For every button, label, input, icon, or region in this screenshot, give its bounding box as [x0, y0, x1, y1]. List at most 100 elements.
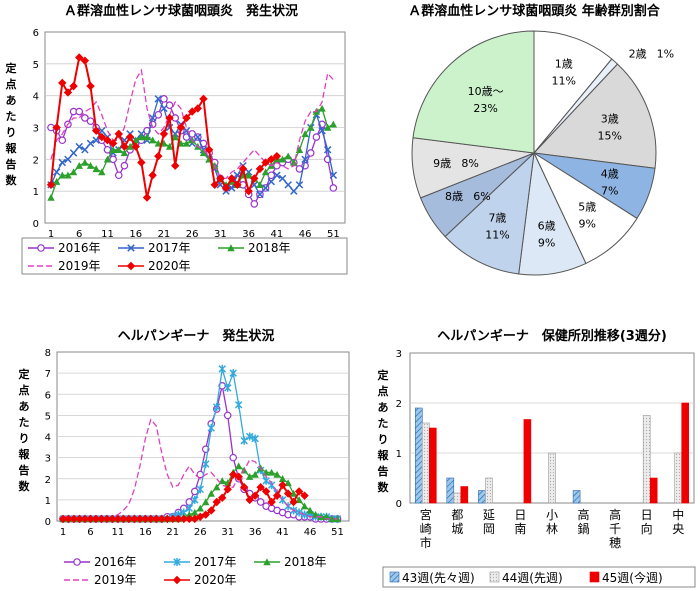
y-tick-label: 5: [45, 411, 51, 422]
x-tick-label: 36: [249, 527, 262, 538]
pie-label: 8歳: [445, 190, 463, 203]
bar: [478, 490, 486, 504]
x-tick-label: 31: [221, 527, 234, 538]
x-tick-label: 46: [304, 527, 317, 538]
data-point: [234, 462, 243, 470]
y-tick-label: 0: [396, 499, 402, 510]
legend-marker: [173, 558, 181, 566]
data-point: [278, 174, 287, 183]
data-point: [256, 190, 264, 199]
bar: [414, 407, 423, 504]
data-point: [196, 504, 204, 512]
legend-label: 2018年: [284, 555, 327, 569]
data-point: [244, 186, 253, 196]
x-category-char: 向: [641, 521, 653, 536]
y-tick-label: 2: [45, 475, 51, 486]
data-point: [114, 129, 123, 139]
x-tick-label: 31: [214, 229, 227, 240]
x-tick-label: 6: [87, 527, 93, 538]
data-point: [256, 483, 265, 492]
data-point: [75, 142, 83, 151]
data-point: [273, 470, 281, 478]
legend-marker: [127, 244, 135, 252]
bar-legend: [382, 566, 696, 588]
data-point: [103, 155, 112, 163]
data-point: [81, 114, 89, 122]
gas-ylabel-char: 定: [6, 61, 17, 75]
data-point: [272, 151, 282, 161]
data-point: [256, 498, 265, 506]
data-point: [52, 168, 61, 176]
data-point: [273, 171, 281, 179]
x-category-char: 市: [420, 535, 432, 550]
legend-marker: [172, 575, 182, 585]
data-point: [210, 180, 219, 189]
data-point: [137, 158, 146, 167]
x-tick-label: 11: [101, 229, 114, 240]
legend-item: 44週(先週): [489, 571, 563, 585]
data-point: [311, 510, 320, 518]
data-point: [318, 104, 326, 112]
legend-item: 2018年: [218, 241, 291, 255]
pie-value: 1%: [657, 47, 674, 60]
herp-ylabel-char: 数: [19, 479, 31, 493]
data-point: [98, 126, 106, 135]
pie-value: 8%: [461, 157, 478, 170]
data-point: [80, 56, 90, 65]
legend-marker: [126, 261, 136, 271]
x-category-char: 都: [451, 508, 463, 522]
y-tick-label: 2: [33, 155, 39, 166]
data-point: [223, 383, 232, 392]
x-tick-label: 51: [327, 229, 340, 240]
data-point: [223, 485, 232, 494]
data-point: [250, 491, 260, 500]
legend-label: 2019年: [58, 259, 101, 273]
y-tick-label: 4: [45, 433, 51, 444]
data-point: [295, 496, 303, 504]
bar: [674, 452, 683, 504]
data-point: [148, 171, 157, 180]
data-point: [152, 514, 161, 524]
legend-marker: [37, 244, 45, 252]
data-point: [143, 133, 151, 141]
data-point: [278, 480, 287, 490]
pie-value: 23%: [473, 102, 497, 115]
data-point: [114, 171, 123, 180]
legend-item: 2019年: [64, 573, 137, 587]
bar: [485, 477, 493, 504]
legend-marker: [263, 558, 271, 566]
bar-ylabel-char: た: [378, 417, 389, 430]
data-point: [329, 184, 338, 192]
y-tick-label: 3: [396, 349, 402, 360]
data-point: [137, 133, 146, 141]
y-tick-label: 2: [396, 399, 402, 410]
data-point: [98, 168, 106, 176]
data-point: [251, 470, 259, 478]
data-point: [109, 155, 117, 164]
data-point: [124, 514, 134, 524]
data-point: [125, 132, 135, 142]
x-category-char: 南: [514, 521, 526, 536]
x-tick-label: 16: [129, 229, 142, 240]
bar: [523, 419, 532, 504]
bar: [548, 452, 556, 504]
x-tick-label: 11: [112, 527, 125, 538]
x-tick-label: 41: [276, 527, 289, 538]
data-point: [329, 120, 338, 128]
x-category-char: 日: [641, 508, 653, 522]
data-point: [148, 136, 157, 144]
data-point: [289, 497, 298, 507]
legend-item: 2017年: [164, 555, 237, 569]
x-category-char: 高: [609, 507, 621, 522]
x-tick-label: 46: [299, 229, 312, 240]
bar-ylabel-char: 定: [378, 368, 389, 382]
y-tick-label: 0: [45, 517, 51, 528]
data-point: [81, 158, 89, 166]
data-point: [160, 104, 168, 113]
legend-marker: [73, 558, 81, 566]
data-point: [295, 181, 304, 189]
pie-value: 6%: [473, 190, 490, 203]
pie-slice: [533, 30, 613, 155]
